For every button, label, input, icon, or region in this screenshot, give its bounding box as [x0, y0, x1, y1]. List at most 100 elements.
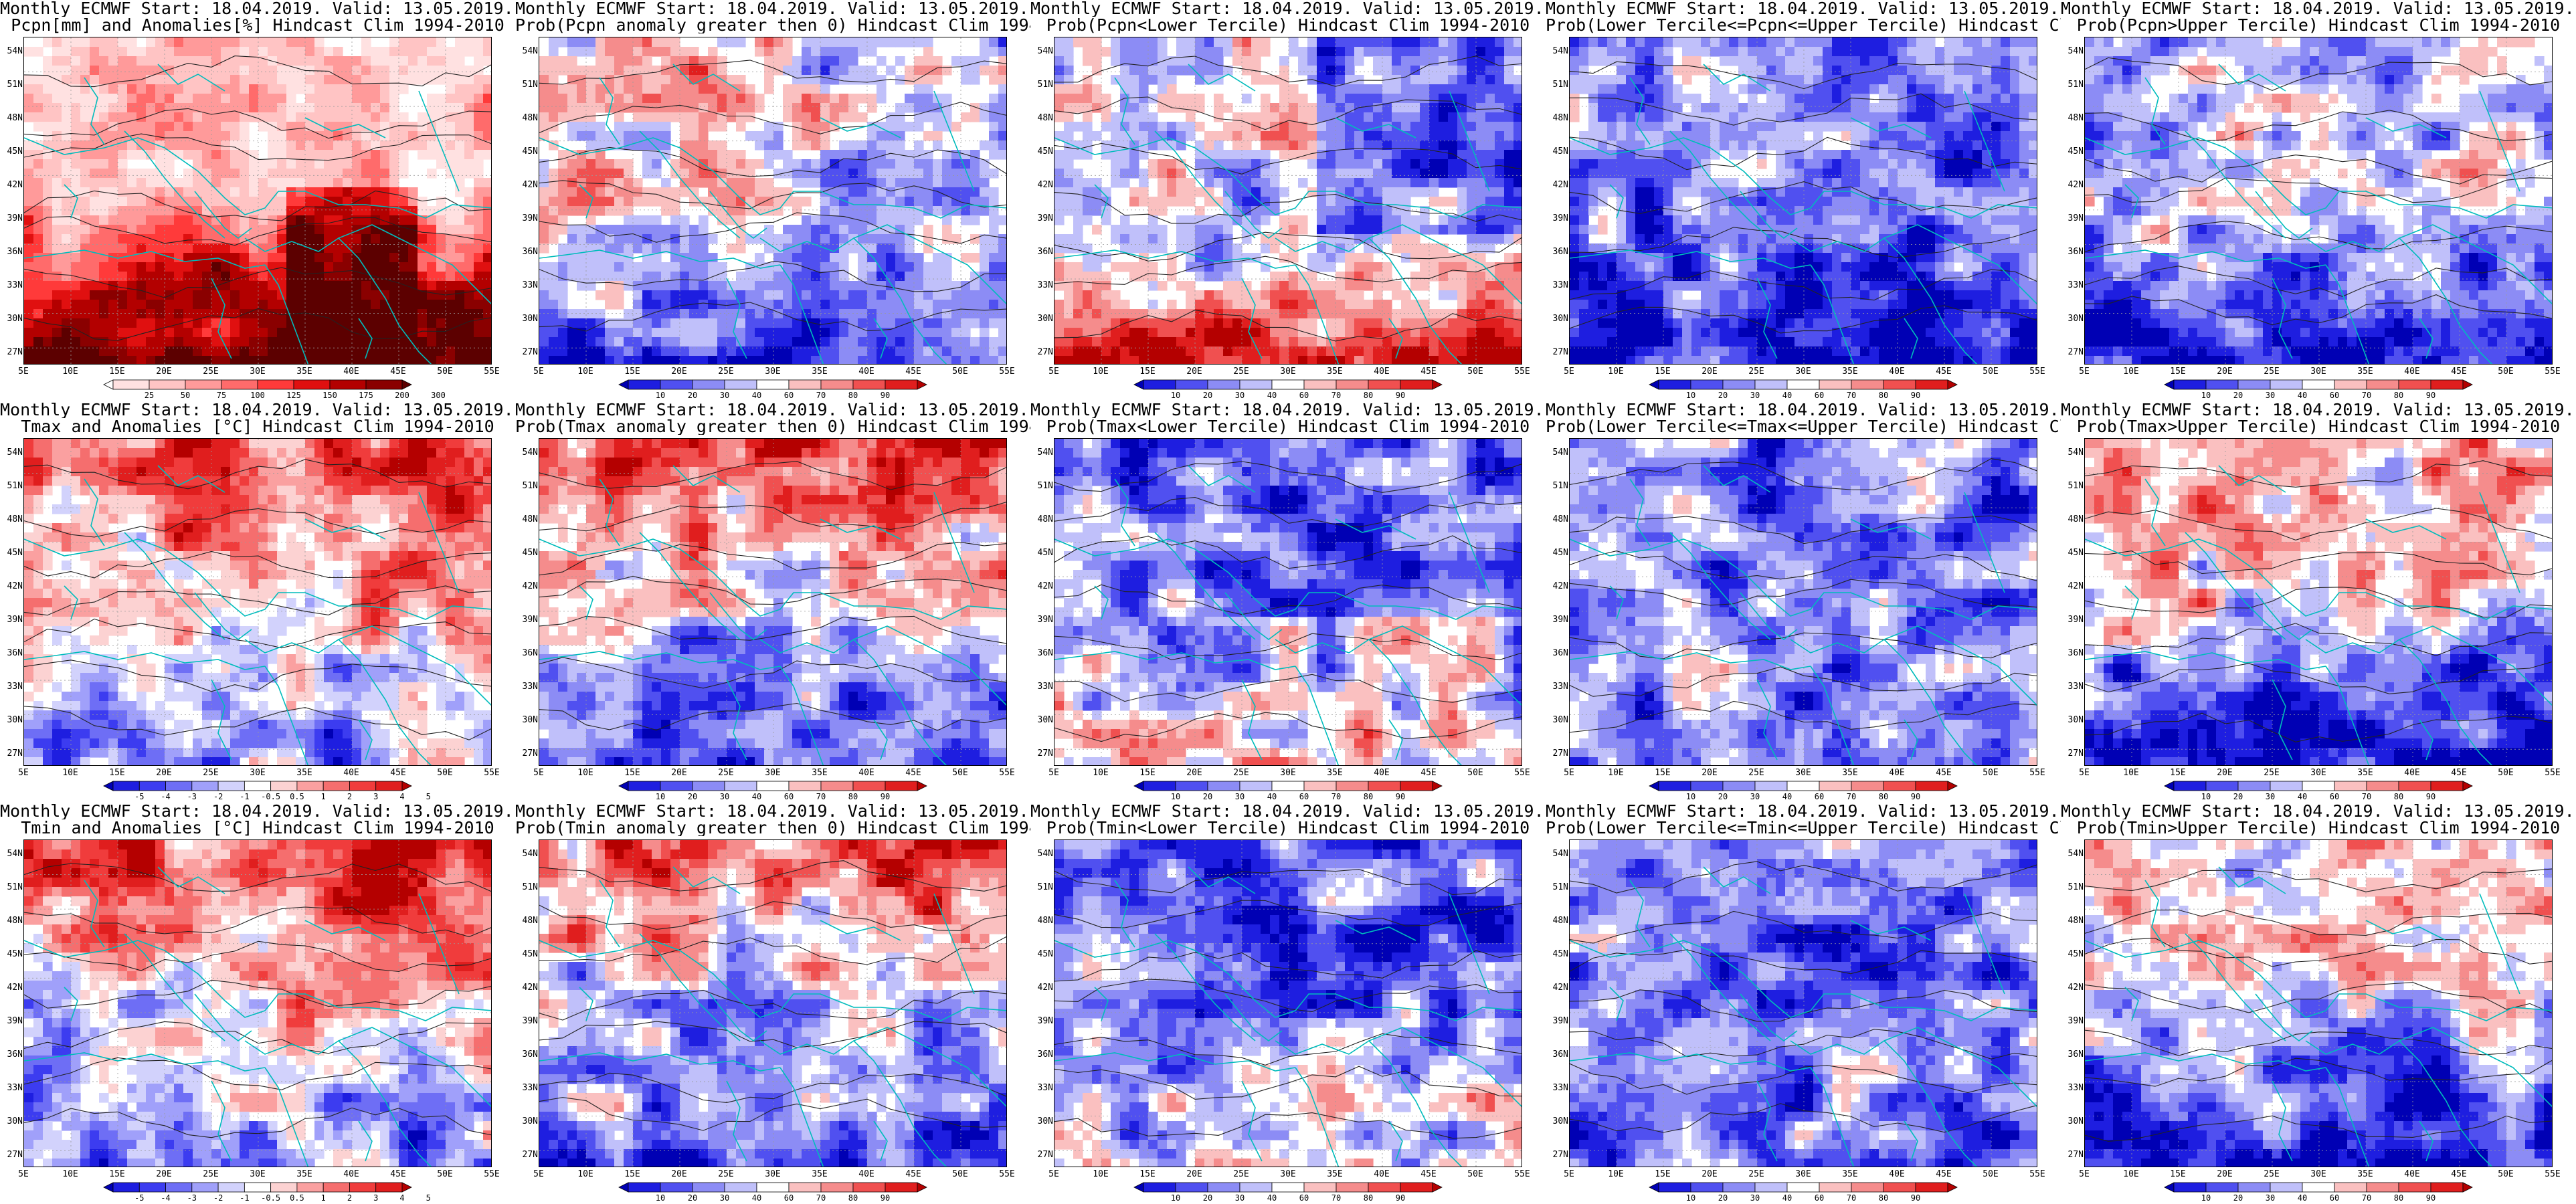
field-cell: [1204, 318, 1214, 328]
field-cell: [258, 356, 268, 364]
field-cell: [1513, 122, 1522, 132]
field-cell: [221, 131, 231, 141]
field-cell: [1485, 37, 1495, 47]
field-cell: [240, 178, 250, 188]
field-cell: [1073, 300, 1083, 310]
field-cell: [539, 281, 549, 291]
field-cell: [71, 300, 81, 310]
field-cell: [717, 300, 727, 310]
field-cell: [755, 337, 765, 347]
field-cell: [1467, 187, 1477, 197]
field-cell: [951, 309, 961, 319]
field-cell: [1345, 56, 1355, 66]
field-cell: [1401, 253, 1411, 263]
field-cell: [802, 178, 812, 188]
field-cell: [905, 103, 915, 113]
field-cell: [858, 169, 868, 179]
field-cell: [558, 84, 568, 94]
field-cell: [923, 337, 933, 347]
field-cell: [343, 290, 353, 300]
field-cell: [408, 66, 418, 76]
field-cell: [764, 178, 774, 188]
field-cell: [24, 356, 34, 364]
field-cell: [1448, 122, 1458, 132]
field-cell: [380, 66, 390, 76]
field-cell: [1092, 47, 1102, 57]
field-cell: [1289, 281, 1299, 291]
field-cell: [1476, 309, 1486, 319]
field-cell: [830, 75, 840, 85]
field-cell: [99, 290, 109, 300]
field-cell: [296, 309, 306, 319]
field-cell: [230, 253, 240, 263]
field-cell: [399, 337, 409, 347]
field-cell: [71, 169, 81, 179]
field-cell: [118, 300, 128, 310]
field-cell: [1139, 66, 1149, 76]
field-cell: [839, 197, 849, 207]
field-cell: [1317, 356, 1327, 364]
field-cell: [427, 243, 437, 254]
field-cell: [240, 300, 250, 310]
field-cell: [905, 197, 915, 207]
field-cell: [483, 356, 491, 364]
field-cell: [736, 290, 746, 300]
field-cell: [1242, 206, 1252, 216]
field-cell: [1504, 328, 1514, 338]
field-cell: [352, 112, 362, 122]
field-cell: [1410, 318, 1420, 328]
field-cell: [464, 159, 474, 169]
field-cell: [961, 253, 971, 263]
field-cell: [951, 56, 961, 66]
field-cell: [108, 47, 118, 57]
field-cell: [595, 140, 606, 150]
field-cell: [277, 112, 287, 122]
field-cell: [989, 272, 999, 282]
field-cell: [727, 94, 737, 104]
field-cell: [361, 75, 371, 85]
field-cell: [62, 300, 72, 310]
field-cell: [474, 159, 484, 169]
field-cell: [1167, 309, 1177, 319]
field-cell: [52, 262, 62, 272]
field-cell: [708, 178, 718, 188]
field-cell: [549, 225, 559, 235]
field-cell: [567, 169, 577, 179]
field-cell: [905, 206, 915, 216]
field-cell: [446, 56, 456, 66]
field-cell: [324, 112, 334, 122]
field-cell: [118, 103, 128, 113]
field-cell: [1298, 131, 1308, 141]
field-cell: [1204, 234, 1214, 244]
field-cell: [193, 272, 203, 282]
field-cell: [1195, 169, 1205, 179]
field-cell: [211, 262, 221, 272]
field-cell: [165, 272, 175, 282]
field-cell: [371, 150, 381, 160]
field-cell: [792, 112, 802, 122]
field-cell: [43, 309, 53, 319]
field-cell: [614, 290, 624, 300]
field-cell: [371, 47, 381, 57]
field-cell: [605, 84, 615, 94]
color-bar-swatch: [1133, 379, 1144, 390]
field-cell: [71, 346, 81, 357]
field-cell: [240, 290, 250, 300]
field-cell: [418, 150, 428, 160]
field-cell: [699, 140, 709, 150]
field-cell: [1214, 56, 1224, 66]
field-cell: [773, 56, 784, 66]
field-cell: [118, 356, 128, 364]
field-cell: [286, 47, 296, 57]
field-cell: [755, 253, 765, 263]
field-cell: [286, 328, 296, 338]
field-cell: [155, 178, 165, 188]
field-cell: [136, 253, 147, 263]
field-cell: [1186, 37, 1196, 47]
field-cell: [1373, 281, 1383, 291]
field-cell: [1392, 281, 1402, 291]
field-cell: [1766, 47, 1776, 57]
field-cell: [193, 75, 203, 85]
field-cell: [211, 215, 221, 225]
field-cell: [389, 253, 399, 263]
